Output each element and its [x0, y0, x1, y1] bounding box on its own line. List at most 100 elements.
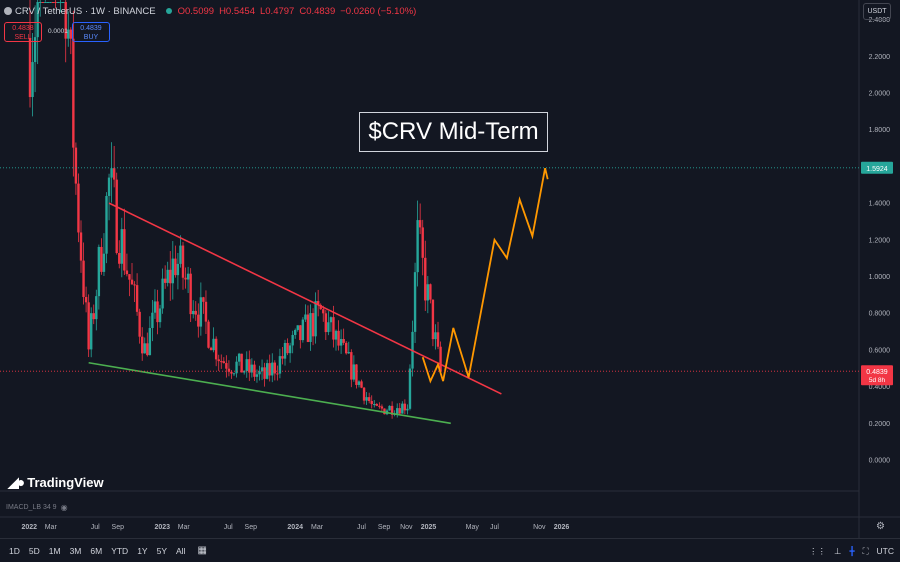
candle-body — [194, 310, 197, 315]
candle-body — [156, 301, 159, 323]
goto-date-icon[interactable]: ▦ — [197, 545, 207, 556]
timeframe-1d[interactable]: 1D — [9, 545, 20, 556]
candle-body — [230, 371, 233, 374]
candle-body — [418, 220, 422, 228]
candle-body — [192, 310, 195, 315]
projection-path — [421, 167, 549, 384]
candle-body — [110, 168, 113, 178]
timeframe-ytd[interactable]: YTD — [111, 545, 129, 556]
time-tick-label: Mar — [178, 524, 191, 531]
candle-body — [123, 229, 126, 271]
timeframe-all[interactable]: All — [176, 545, 186, 556]
gear-icon[interactable]: ⚙ — [876, 521, 885, 532]
timeframe-5y[interactable]: 5Y — [156, 545, 167, 556]
sell-button[interactable]: 0.4838 SELL — [4, 22, 42, 42]
time-tick-label: Mar — [45, 524, 58, 531]
chart-canvas[interactable]: 0.0000 0.2000 0.4000 0.6000 0.8000 1.0000 1.20… — [0, 0, 900, 538]
timeframe-5d[interactable]: 5D — [28, 545, 40, 556]
timezone-label[interactable]: UTC — [876, 546, 894, 556]
indicator-legend[interactable]: IMACD_LB 34 9 ◉ — [6, 503, 68, 512]
candle-body — [421, 227, 424, 258]
candle-body — [342, 338, 345, 343]
candle-body — [51, 2, 55, 3]
time-tick-label: 2025 — [421, 524, 437, 531]
candle-body — [82, 260, 85, 297]
resistance-trendline — [108, 202, 502, 395]
candle-body — [439, 346, 442, 372]
time-tick-label: Nov — [533, 524, 546, 531]
candle-body — [413, 272, 417, 332]
candle-body — [311, 313, 315, 337]
ohlc-change: −0.0260 (−5.10%) — [340, 5, 417, 17]
crosshair-icon[interactable]: ╋ — [849, 545, 855, 556]
candle-body — [67, 29, 70, 39]
ohlc-close: C0.4839 — [299, 5, 336, 17]
fullscreen-icon[interactable]: ⛶ — [862, 545, 869, 556]
candle-body — [306, 314, 310, 342]
current-price-label: 0.4839 — [866, 369, 888, 376]
candle-body — [151, 312, 154, 329]
tradingview-logo[interactable]: ◢● TradingView — [8, 474, 104, 491]
price-tick-label: 0.8000 — [869, 311, 891, 318]
candle-body — [227, 368, 231, 372]
candle-body — [128, 274, 131, 280]
candle-body — [158, 308, 162, 323]
currency-selector[interactable]: USDT — [863, 3, 891, 20]
price-tick-label: 0.4000 — [869, 384, 891, 391]
crv-logo-icon — [4, 7, 12, 15]
timeframe-1y[interactable]: 1Y — [137, 545, 148, 556]
timeframe-3m[interactable]: 3M — [69, 545, 82, 556]
ohlc-high: H0.5454 — [219, 5, 255, 17]
candle-body — [174, 258, 177, 276]
candle-body — [120, 229, 124, 264]
chart-annotation-title[interactable]: $CRV Mid-Term — [359, 112, 548, 152]
candle-body — [322, 309, 325, 314]
candle-body — [268, 363, 271, 376]
candle-body — [217, 359, 220, 362]
candle-body — [357, 381, 361, 385]
time-tick-label: Mar — [311, 524, 324, 531]
candle-body — [44, 2, 47, 3]
candle-body — [408, 368, 412, 409]
candle-body — [207, 321, 210, 348]
candle-body — [416, 220, 419, 273]
time-tick-label: Jul — [91, 524, 100, 531]
candle-body — [258, 371, 261, 375]
candle-body — [161, 278, 164, 309]
candle-body — [424, 257, 427, 301]
sell-price: 0.4838 — [12, 25, 34, 32]
candle-body — [90, 313, 93, 350]
buy-price: 0.4839 — [80, 25, 102, 32]
candle-body — [112, 168, 116, 180]
bottom-toolbar: 1D 5D 1M 3M 6M YTD 1Y 5Y All ▦ ⋮⋮ ⊥ ╋ ⛶ … — [0, 538, 900, 562]
candle-body — [294, 329, 297, 335]
candle-body — [222, 361, 226, 364]
candle-body — [105, 195, 108, 254]
candle-body — [199, 297, 203, 327]
candle-body — [355, 364, 358, 385]
symbol-legend[interactable]: CRV / TetherUS · 1W · BINANCE O0.5099 H0… — [4, 4, 421, 18]
candle-body — [352, 364, 356, 380]
time-tick-label: May — [466, 524, 480, 531]
buy-label: BUY — [83, 34, 99, 41]
candle-body — [31, 62, 34, 98]
timeframe-6m[interactable]: 6M — [90, 545, 103, 556]
candle-body — [179, 245, 182, 264]
eye-icon[interactable]: ◉ — [60, 503, 68, 512]
candle-body — [36, 2, 39, 38]
price-tick-label: 1.2000 — [869, 237, 891, 244]
candles-layer — [28, 0, 442, 419]
candle-body — [125, 270, 129, 275]
timeframe-1m[interactable]: 1M — [48, 545, 61, 556]
candle-body — [403, 403, 407, 411]
drag-handle-icon[interactable]: ⋮⋮ — [809, 545, 827, 556]
measure-icon[interactable]: ⊥ — [834, 545, 842, 556]
candle-body — [92, 313, 95, 320]
candle-body — [255, 374, 259, 377]
candle-body — [107, 177, 111, 196]
candle-body — [248, 359, 251, 373]
time-axis[interactable]: 2022 Mar Jul Sep 2023 Mar Jul Sep 2024 Mar Jul Sep N… — [21, 524, 569, 531]
candle-body — [426, 284, 430, 301]
buy-button[interactable]: 0.4839 BUY — [72, 22, 110, 42]
symbol-title[interactable]: CRV / TetherUS · 1W · BINANCE — [15, 5, 156, 17]
